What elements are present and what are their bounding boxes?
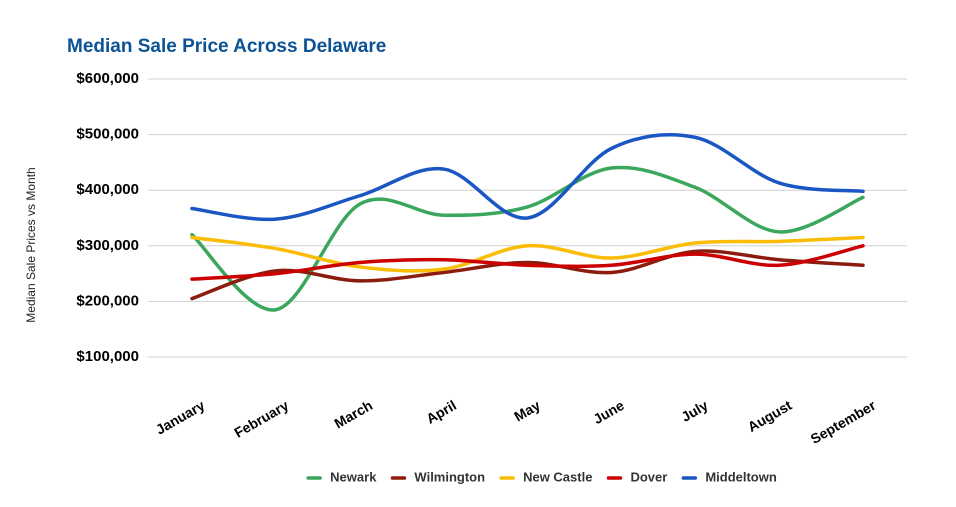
x-tick-label: August [745, 397, 795, 435]
x-tick-label: January [153, 397, 208, 438]
x-tick-label: June [590, 397, 626, 427]
series-line [190, 244, 865, 281]
y-tick-label: $300,000 [76, 237, 139, 254]
y-tick-label: $400,000 [76, 181, 139, 198]
y-axis-label: Median Sale Prices vs Month [24, 167, 38, 322]
x-tick-label: September [808, 397, 879, 447]
y-tick-label: $500,000 [76, 126, 139, 143]
series-line [190, 132, 865, 222]
legend-label: Wilmington [414, 469, 485, 484]
y-tick-label: $100,000 [76, 348, 139, 365]
legend-label: Dover [630, 469, 667, 484]
x-tick-label: February [231, 397, 291, 441]
y-tick-label: $600,000 [76, 70, 139, 87]
legend-label: Middeltown [705, 469, 777, 484]
legend-label: Newark [330, 469, 377, 484]
x-tick-label: May [511, 397, 543, 425]
chart-title: Median Sale Price Across Delaware [67, 36, 386, 57]
series-line [190, 249, 865, 301]
x-tick-label: April [423, 397, 459, 427]
legend-label: New Castle [523, 469, 592, 484]
series-line [190, 165, 865, 312]
x-tick-label: July [678, 397, 710, 425]
x-tick-label: March [331, 397, 375, 431]
y-tick-label: $200,000 [76, 292, 139, 309]
series-line [190, 235, 865, 273]
